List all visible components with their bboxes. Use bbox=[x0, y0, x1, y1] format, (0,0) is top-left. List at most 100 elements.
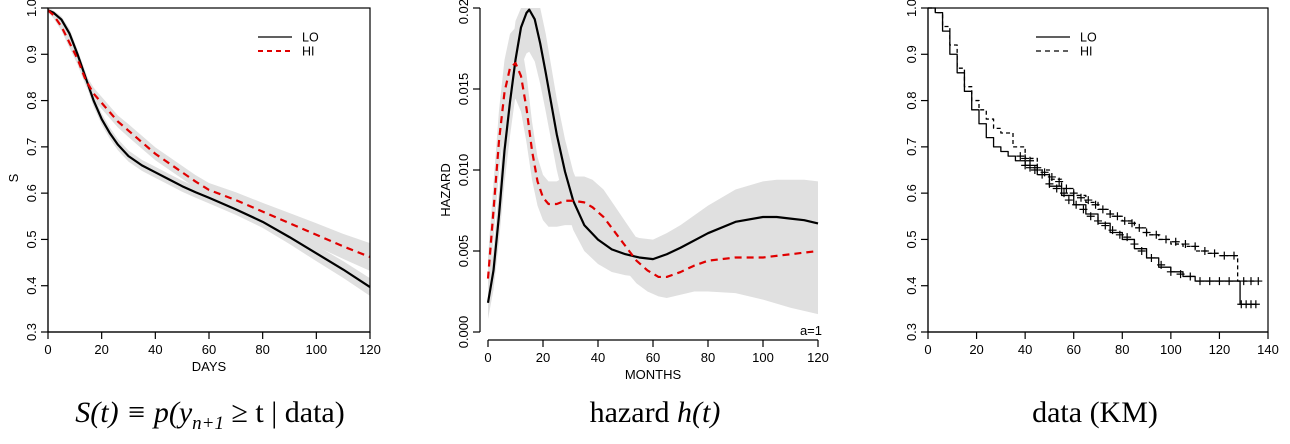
censor-mark-lo bbox=[1225, 277, 1234, 286]
y-tick-label: 0.6 bbox=[24, 184, 39, 202]
censor-mark-lo bbox=[1101, 221, 1110, 230]
y-tick-label: 0.010 bbox=[456, 154, 471, 187]
censor-mark-hi bbox=[1033, 163, 1042, 172]
y-tick-label: 0.7 bbox=[24, 138, 39, 156]
x-tick-label: 0 bbox=[44, 342, 51, 357]
censor-mark-lo bbox=[1147, 253, 1156, 262]
censor-mark-lo bbox=[1060, 189, 1068, 198]
band-lo bbox=[48, 8, 370, 296]
y-tick-label: 0.9 bbox=[904, 45, 919, 63]
series-line-hi bbox=[486, 61, 819, 279]
caption-hazard-fn: h(t) bbox=[677, 396, 721, 429]
censor-mark-hi bbox=[1200, 247, 1209, 255]
x-tick-label: 120 bbox=[359, 342, 381, 357]
y-tick-label: 0.005 bbox=[456, 235, 471, 268]
censor-mark-hi bbox=[1062, 184, 1071, 193]
x-tick-label: 20 bbox=[94, 342, 108, 357]
censor-mark-hi bbox=[1254, 277, 1263, 286]
censor-mark-hi bbox=[1230, 251, 1238, 260]
x-tick-label: 60 bbox=[646, 350, 660, 365]
censor-mark-hi bbox=[1142, 228, 1151, 237]
censor-mark-lo bbox=[1045, 179, 1054, 188]
censor-mark-hi bbox=[1016, 152, 1025, 161]
censor-mark-hi bbox=[1055, 177, 1064, 186]
censor-mark-lo bbox=[1205, 277, 1214, 286]
censor-mark-hi bbox=[1106, 209, 1115, 218]
caption-survival-sub: n+1 bbox=[192, 413, 224, 434]
y-tick-label: 0.015 bbox=[456, 73, 471, 106]
censor-mark-lo bbox=[1157, 260, 1166, 269]
x-tick-label: 20 bbox=[536, 350, 550, 365]
censor-mark-hi bbox=[1040, 168, 1049, 177]
y-tick-label: 0.7 bbox=[904, 138, 919, 156]
caption-km-text: data (KM) bbox=[1032, 396, 1158, 429]
annotation-label: a=1 bbox=[800, 323, 822, 338]
censor-mark-lo bbox=[1166, 267, 1175, 276]
censor-mark-lo bbox=[1108, 226, 1117, 235]
legend-label-lo: LO bbox=[302, 31, 319, 45]
censor-mark-hi bbox=[1247, 277, 1255, 286]
hazard-panel: 0 20 40 60 80 100 120 0.000 0.005 0.010 0.015 0.020… bbox=[438, 0, 829, 382]
y-tick-label: 0.6 bbox=[904, 184, 919, 202]
x-tick-label: 60 bbox=[1066, 342, 1080, 357]
x-tick-label: 140 bbox=[1257, 342, 1279, 357]
y-tick-label: 0.4 bbox=[904, 277, 919, 295]
caption-hazard: hazard h(t) bbox=[590, 396, 721, 430]
censor-mark-lo bbox=[1176, 270, 1185, 279]
censor-mark-hi bbox=[1181, 240, 1190, 249]
censor-mark-hi bbox=[1220, 251, 1229, 260]
censor-mark-lo bbox=[1079, 205, 1088, 214]
caption-survival-s: S bbox=[75, 396, 91, 429]
censor-mark-hi bbox=[1077, 193, 1085, 202]
y-tick-label: 0.3 bbox=[904, 323, 919, 341]
x-tick-label: 0 bbox=[924, 342, 931, 357]
censor-mark-hi bbox=[1113, 212, 1122, 221]
censor-mark-lo bbox=[1021, 161, 1030, 170]
y-tick-label: 0.020 bbox=[456, 0, 471, 24]
caption-survival: S(t) ≡ p(yn+1 ≥ t | data) bbox=[75, 396, 344, 435]
censor-mark-hi bbox=[1210, 249, 1219, 258]
y-tick-label: 0.5 bbox=[904, 230, 919, 248]
caption-survival-tail: ≥ t | data) bbox=[223, 396, 345, 429]
y-tick-label: 0.8 bbox=[24, 92, 39, 110]
x-tick-label: 120 bbox=[807, 350, 829, 365]
censor-mark-lo bbox=[1094, 216, 1102, 225]
y-tick-label: 0.5 bbox=[24, 230, 39, 248]
censor-mark-lo bbox=[1186, 272, 1195, 281]
censor-mark-lo bbox=[1026, 163, 1034, 172]
censor-mark-lo bbox=[1196, 277, 1204, 286]
survival-panel: 0 20 40 60 80 100 120 0.3 0.4 0.5 0.6 0.7 0.8 0.9 1.0 D… bbox=[6, 0, 381, 374]
plot-box bbox=[927, 7, 1269, 333]
y-axis-label: S bbox=[6, 173, 21, 182]
x-tick-label: 120 bbox=[1209, 342, 1231, 357]
band-hi bbox=[488, 27, 818, 315]
censor-mark-hi bbox=[1162, 235, 1170, 244]
x-tick-label: 100 bbox=[305, 342, 327, 357]
censor-mark-lo bbox=[1123, 233, 1132, 242]
x-axis-label: DAYS bbox=[192, 359, 227, 374]
censor-mark-hi bbox=[1047, 172, 1056, 181]
y-tick-label: 1.0 bbox=[24, 0, 39, 17]
censor-mark-lo bbox=[1064, 196, 1073, 205]
censor-mark-lo bbox=[1072, 200, 1081, 209]
caption-hazard-text: hazard bbox=[589, 396, 678, 429]
y-tick-label: 0.8 bbox=[904, 92, 919, 110]
censor-mark-hi bbox=[1084, 196, 1093, 205]
y-tick-label: 0.3 bbox=[24, 323, 39, 341]
censor-mark-hi bbox=[1128, 219, 1136, 228]
censor-mark-lo bbox=[1086, 212, 1095, 221]
censor-mark-hi bbox=[1120, 216, 1129, 225]
censor-mark-lo bbox=[1052, 184, 1061, 193]
x-tick-label: 20 bbox=[969, 342, 983, 357]
y-tick-label: 0.000 bbox=[456, 316, 471, 349]
censor-mark-hi bbox=[1026, 156, 1034, 165]
caption-survival-mid: (t) ≡ p(y bbox=[90, 396, 193, 429]
x-tick-label: 40 bbox=[591, 350, 605, 365]
x-tick-label: 0 bbox=[484, 350, 491, 365]
legend-label-hi: HI bbox=[1080, 45, 1093, 59]
x-tick-label: 100 bbox=[752, 350, 774, 365]
censor-mark-hi bbox=[1171, 237, 1180, 246]
x-tick-label: 80 bbox=[255, 342, 269, 357]
censor-mark-hi bbox=[1021, 154, 1030, 163]
